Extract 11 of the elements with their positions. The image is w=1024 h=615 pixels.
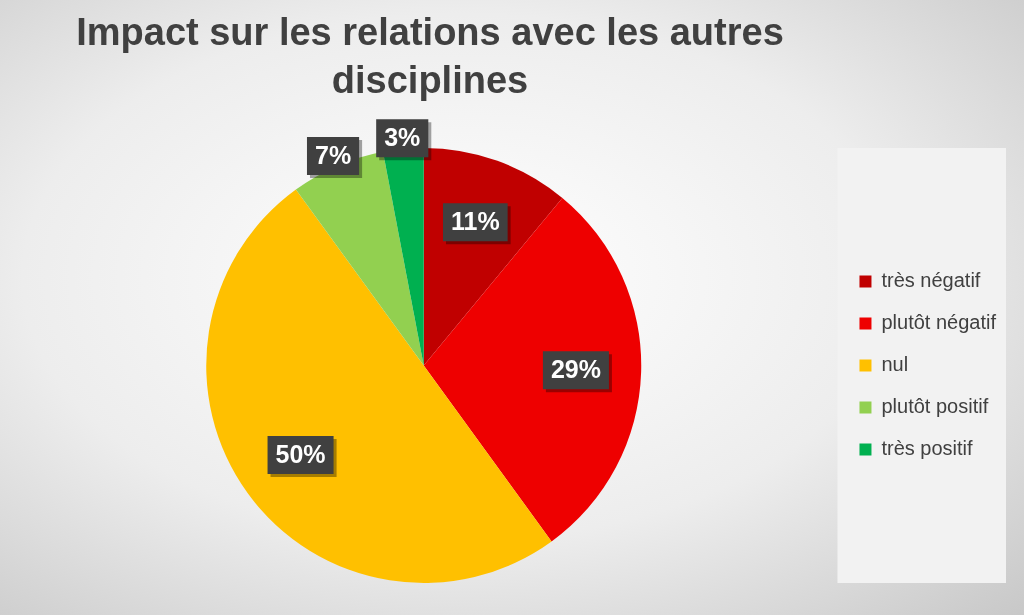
legend-label: très positif [881, 437, 974, 460]
data-label: 29% [550, 355, 601, 384]
legend-label: nul [881, 353, 909, 376]
legend-label: plutôt positif [881, 395, 989, 418]
data-label: 11% [450, 207, 500, 236]
legend-label: plutôt négatif [881, 311, 997, 334]
chart-title: Impact sur les relations avec les autres disciplines [75, 10, 785, 103]
data-label: 50% [275, 439, 326, 468]
data-label: 3% [384, 123, 421, 152]
data-label: 7% [314, 140, 352, 169]
legend-label: très négatif [881, 269, 981, 292]
